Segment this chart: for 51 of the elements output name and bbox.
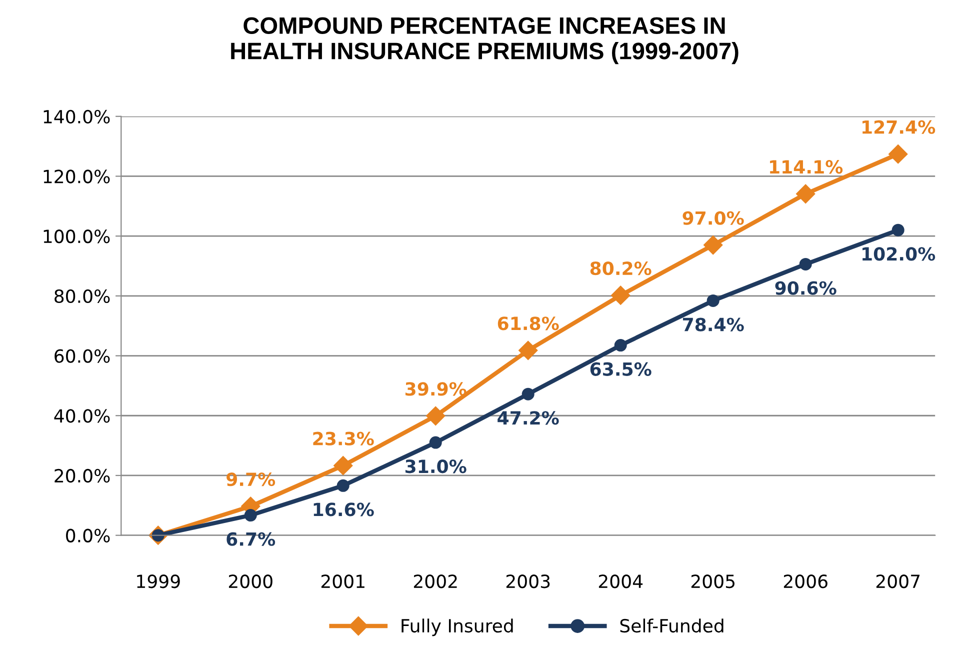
- data-label: 102.0%: [862, 247, 936, 261]
- data-label: 9.7%: [226, 472, 276, 486]
- point: [522, 388, 534, 400]
- data-label: 31.0%: [406, 460, 466, 474]
- point: [799, 258, 812, 270]
- data-label: 90.6%: [775, 281, 836, 295]
- y-tick-label: 140.0%: [44, 110, 110, 124]
- point: [334, 456, 353, 476]
- legend-label: Fully Insured: [402, 618, 513, 636]
- point: [888, 144, 908, 164]
- y-tick-label: 120.0%: [44, 170, 110, 184]
- point: [611, 286, 630, 305]
- x-tick-label: 1999: [137, 574, 180, 588]
- data-label: 78.4%: [682, 318, 744, 332]
- point: [429, 436, 442, 449]
- data-label: 114.1%: [770, 160, 843, 174]
- data-label: 127.4%: [862, 120, 936, 134]
- data-label: 23.3%: [313, 432, 374, 446]
- data-label: 16.6%: [314, 502, 374, 516]
- x-tick-label: 2001: [321, 574, 364, 588]
- point: [704, 236, 723, 255]
- point: [892, 224, 904, 236]
- x-tick-label: 2000: [228, 574, 272, 588]
- data-label: 61.8%: [498, 316, 559, 330]
- x-tick-label: 2006: [784, 574, 828, 588]
- x-tick-label: 2005: [691, 574, 734, 588]
- point: [518, 340, 538, 360]
- y-tick-label: 100.0%: [44, 230, 110, 244]
- x-tick-label: 2004: [598, 574, 643, 588]
- data-label: 39.9%: [406, 382, 466, 396]
- y-tick-label: 40.0%: [54, 409, 110, 423]
- x-tick-label: 2003: [506, 574, 550, 588]
- data-label: 6.7%: [226, 532, 276, 546]
- y-tick-label: 60.0%: [54, 349, 110, 363]
- y-tick-label: 80.0%: [54, 289, 110, 304]
- x-tick-label: 2007: [876, 574, 920, 588]
- data-label: 97.0%: [682, 211, 744, 225]
- point: [244, 509, 257, 522]
- chart-title: COMPOUND PERCENTAGE INCREASES IN HEALTH INSURANCE PREMIUMS (1999-2007): [231, 17, 738, 64]
- data-label: 47.2%: [498, 411, 559, 425]
- point: [614, 339, 627, 352]
- legend-label: Self-Funded: [620, 618, 724, 633]
- x-tick-label: 2002: [414, 574, 457, 588]
- y-tick-label: 20.0%: [54, 468, 110, 483]
- data-label: 63.5%: [590, 362, 652, 376]
- y-tick-label: 0.0%: [66, 528, 110, 542]
- point: [336, 479, 350, 492]
- point: [796, 184, 816, 204]
- point: [426, 406, 446, 426]
- point: [706, 294, 720, 307]
- data-label: 80.2%: [590, 262, 652, 276]
